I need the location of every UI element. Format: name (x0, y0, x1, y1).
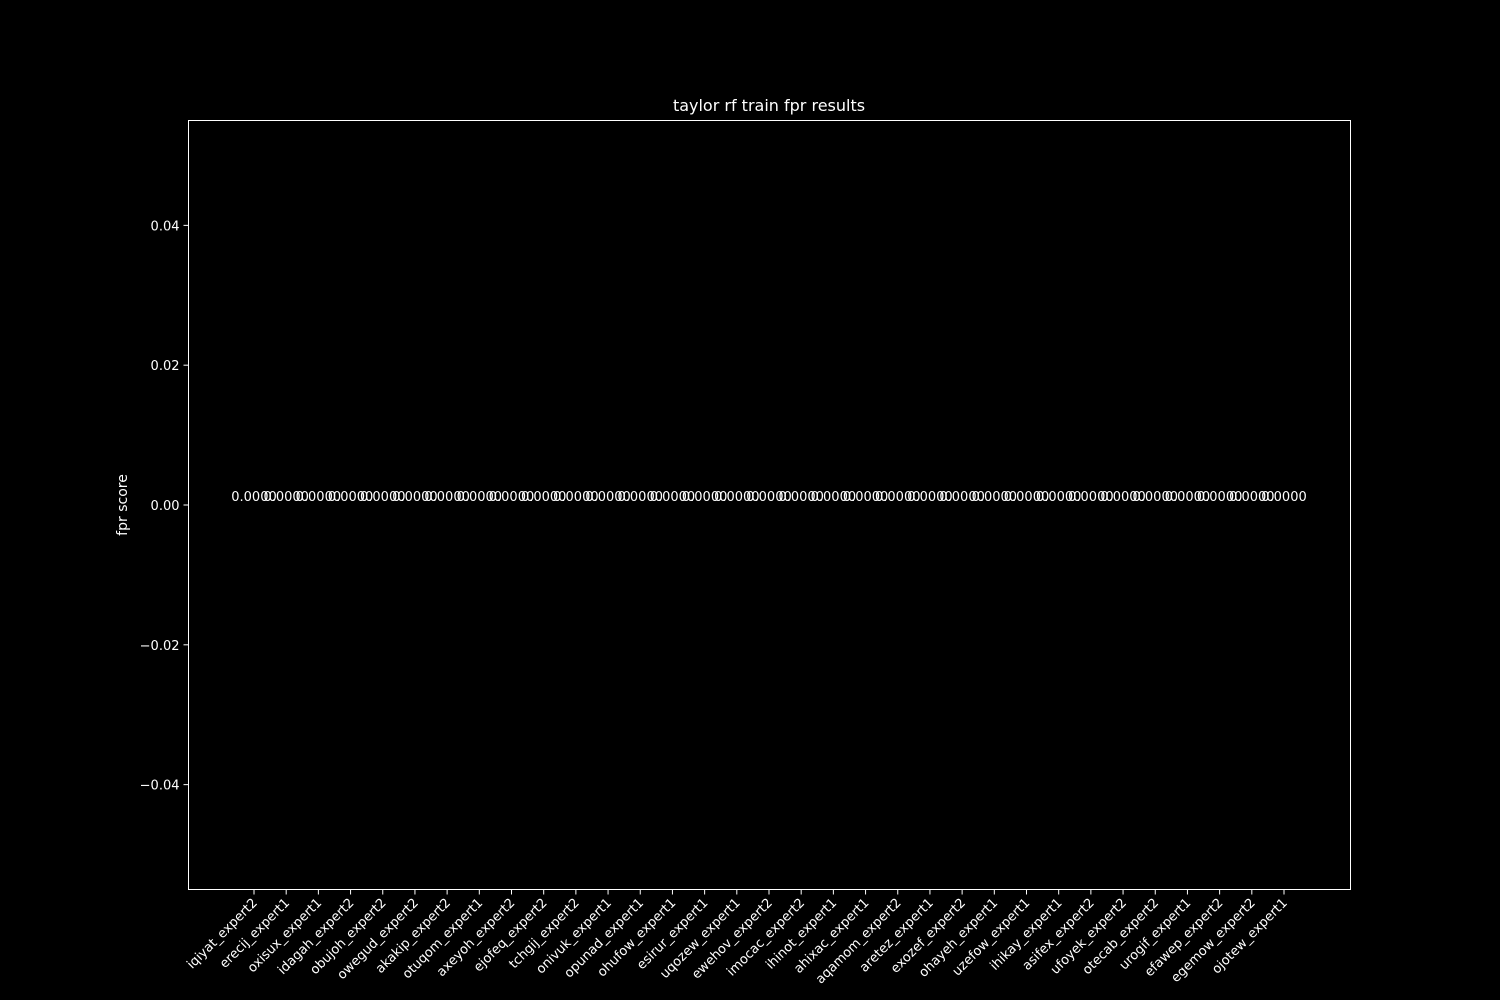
value-label: 0.0000 (489, 490, 535, 505)
value-label: 0.0000 (1036, 490, 1082, 505)
value-label: 0.0000 (714, 490, 760, 505)
value-label: 0.0000 (1197, 490, 1243, 505)
value-label: 0.0000 (1229, 490, 1275, 505)
value-label: 0.0000 (778, 490, 824, 505)
value-label: 0.0000 (746, 490, 792, 505)
value-label: 0.0000 (1004, 490, 1050, 505)
value-label: 0.0000 (682, 490, 728, 505)
y-tick-label: 0.04 (151, 219, 180, 234)
y-tick-label: −0.02 (140, 639, 180, 654)
value-label: 0.0000 (457, 490, 503, 505)
value-label: 0.0000 (328, 490, 374, 505)
value-label: 0.0000 (1165, 490, 1211, 505)
value-label: 0.0000 (553, 490, 599, 505)
value-label: 0.0000 (392, 490, 438, 505)
value-label: 0.0000 (907, 490, 953, 505)
plot-area-frame (188, 120, 1351, 890)
value-label: 0.0000 (1068, 490, 1114, 505)
value-label: 0.0000 (875, 490, 921, 505)
y-tick-label: 0.00 (151, 499, 180, 514)
value-label: 0.0000 (843, 490, 889, 505)
value-label: 0.0000 (360, 490, 406, 505)
x-axis-ticks: iqiyat_expert2erecij_expert1oxisux_exper… (184, 889, 1291, 987)
value-label: 0.0000 (424, 490, 470, 505)
y-axis-label: fpr score (115, 474, 131, 536)
value-label: 0.0000 (972, 490, 1018, 505)
value-label: 0.0000 (811, 490, 857, 505)
value-label: 0.0000 (263, 490, 309, 505)
value-labels-group: 0.00000.00000.00000.00000.00000.00000.00… (231, 490, 1307, 505)
value-label: 0.0000 (1133, 490, 1179, 505)
value-label: 0.0000 (1261, 490, 1307, 505)
value-label: 0.0000 (231, 490, 277, 505)
value-label: 0.0000 (585, 490, 631, 505)
value-label: 0.0000 (1100, 490, 1146, 505)
value-label: 0.0000 (521, 490, 567, 505)
value-label: 0.0000 (939, 490, 985, 505)
chart-title: taylor rf train fpr results (673, 96, 865, 115)
value-label: 0.0000 (296, 490, 342, 505)
value-label: 0.0000 (650, 490, 696, 505)
y-tick-label: −0.04 (140, 779, 180, 794)
value-label: 0.0000 (618, 490, 664, 505)
y-axis-ticks: −0.04 −0.02 0.00 0.02 0.04 (140, 219, 189, 794)
y-tick-label: 0.02 (151, 359, 180, 374)
